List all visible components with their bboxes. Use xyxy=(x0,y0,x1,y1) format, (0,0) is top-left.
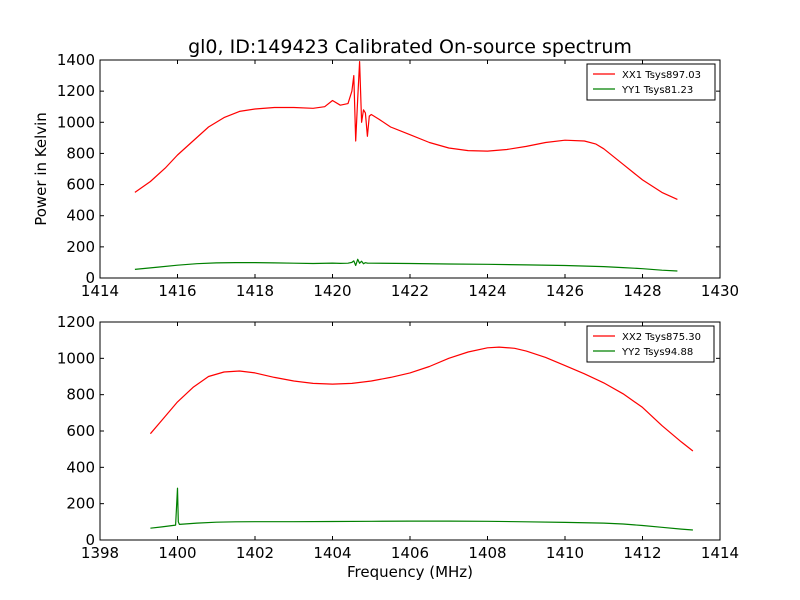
bottom-y-tick-label: 400 xyxy=(66,458,95,476)
bottom-x-tick-label: 1398 xyxy=(81,544,119,562)
bottom-y-tick-label: 800 xyxy=(66,386,95,404)
top-x-tick-label: 1426 xyxy=(546,282,584,300)
bottom-x-tick-label: 1400 xyxy=(158,544,196,562)
bottom-x-tick-label: 1412 xyxy=(623,544,661,562)
bottom-series-line-xx xyxy=(149,346,694,452)
top-series-line-xx xyxy=(134,60,678,200)
top-y-tick-label: 400 xyxy=(66,207,95,225)
bottom-y-tick-label: 1200 xyxy=(57,313,95,331)
chart-title: gl0, ID:149423 Calibrated On-source spec… xyxy=(188,36,632,58)
bottom-series-line-yy xyxy=(150,487,693,531)
top-y-tick-label: 600 xyxy=(66,176,95,194)
top-series-line-yy xyxy=(134,258,678,272)
bottom-legend-label: YY2 Tsys94.88 xyxy=(621,347,693,358)
top-x-tick-label: 1414 xyxy=(81,282,119,300)
top-x-tick-label: 1430 xyxy=(701,282,739,300)
top-x-tick-label: 1418 xyxy=(236,282,274,300)
bottom-x-tick-label: 1404 xyxy=(313,544,351,562)
bottom-x-tick-label: 1402 xyxy=(236,544,274,562)
top-x-tick-label: 1420 xyxy=(313,282,351,300)
top-panel: Power in Kelvin 1414 1416 1418 1420 1422 1424… xyxy=(32,51,739,300)
top-y-tick-label: 1000 xyxy=(57,113,95,131)
top-legend-label: YY1 Tsys81.23 xyxy=(621,85,693,96)
bottom-y-tick-label: 0 xyxy=(85,531,95,549)
bottom-y-tick-label: 200 xyxy=(66,495,95,513)
top-y-tick-label: 1400 xyxy=(57,51,95,69)
bottom-x-axis-label: Frequency (MHz) xyxy=(347,563,473,581)
top-y-tick-label: 0 xyxy=(85,269,95,287)
bottom-legend-box xyxy=(586,325,715,363)
top-legend-box xyxy=(586,63,716,101)
top-legend: XX1 Tsys897.03 YY1 Tsys81.23 xyxy=(586,63,716,101)
bottom-x-tick-label: 1406 xyxy=(391,544,429,562)
bottom-x-tick-label: 1414 xyxy=(701,544,739,562)
bottom-x-tick-label: 1410 xyxy=(546,544,584,562)
top-x-tick-label: 1422 xyxy=(391,282,429,300)
bottom-y-tick-label: 600 xyxy=(66,422,95,440)
bottom-y-tick-label: 1000 xyxy=(57,349,95,367)
top-y-tick-label: 200 xyxy=(66,238,95,256)
top-y-tick-label: 800 xyxy=(66,144,95,162)
bottom-panel: Frequency (MHz) 1398 1400 1402 1404 1406 1408… xyxy=(57,313,739,581)
bottom-legend: XX2 Tsys875.30 YY2 Tsys94.88 xyxy=(586,325,715,363)
top-x-tick-label: 1416 xyxy=(158,282,196,300)
top-x-tick-label: 1428 xyxy=(623,282,661,300)
top-y-axis-label: Power in Kelvin xyxy=(32,112,50,226)
top-y-tick-label: 1200 xyxy=(57,82,95,100)
bottom-x-tick-label: 1408 xyxy=(468,544,506,562)
top-legend-label: XX1 Tsys897.03 xyxy=(622,70,701,81)
bottom-legend-label: XX2 Tsys875.30 xyxy=(622,332,701,343)
top-x-tick-label: 1424 xyxy=(468,282,506,300)
